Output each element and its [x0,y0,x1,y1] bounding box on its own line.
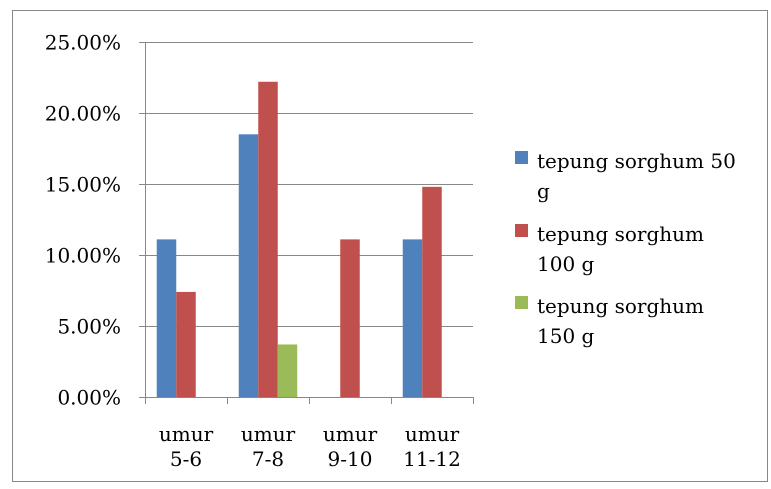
bar [156,239,177,397]
legend-swatch [515,296,528,309]
chart-border [12,10,768,482]
legend-swatch [515,224,528,237]
legend-swatch [515,151,528,164]
legend-label: tepung sorghum [537,294,704,318]
x-tick-label: 11-12 [403,447,461,471]
legend-label: tepung sorghum [537,222,704,246]
axes: 0.00%5.00%10.00%15.00%20.00%25.00%umur5-… [45,31,474,471]
y-tick-label: 10.00% [45,244,121,268]
x-tick-label: 7-8 [252,447,284,471]
x-tick-label: umur [405,422,460,446]
bar [402,239,423,397]
bar [277,344,298,397]
y-tick-label: 15.00% [45,173,121,197]
legend: tepung sorghum 50 g tepung sorghum 100 g tep… [515,149,736,348]
x-tick-label: 9-10 [328,447,373,471]
y-tick-label: 25.00% [45,31,121,55]
bar [422,186,442,397]
bar [258,81,278,397]
y-tick-label: 5.00% [57,315,121,339]
y-tick-label: 0.00% [57,386,121,410]
bars [156,81,442,398]
x-tick-label: umur [323,422,378,446]
y-tick-label: 20.00% [45,102,121,126]
bar [340,239,360,397]
x-tick-label: umur [241,422,296,446]
legend-label: tepung sorghum 50 [537,149,736,173]
legend-label: 100 g [537,252,595,276]
x-tick-label: 5-6 [170,447,202,471]
legend-label: 150 g [537,324,595,348]
x-tick-label: umur [159,422,214,446]
bar [238,134,259,398]
bar [176,291,196,397]
legend-label: g [537,179,550,203]
